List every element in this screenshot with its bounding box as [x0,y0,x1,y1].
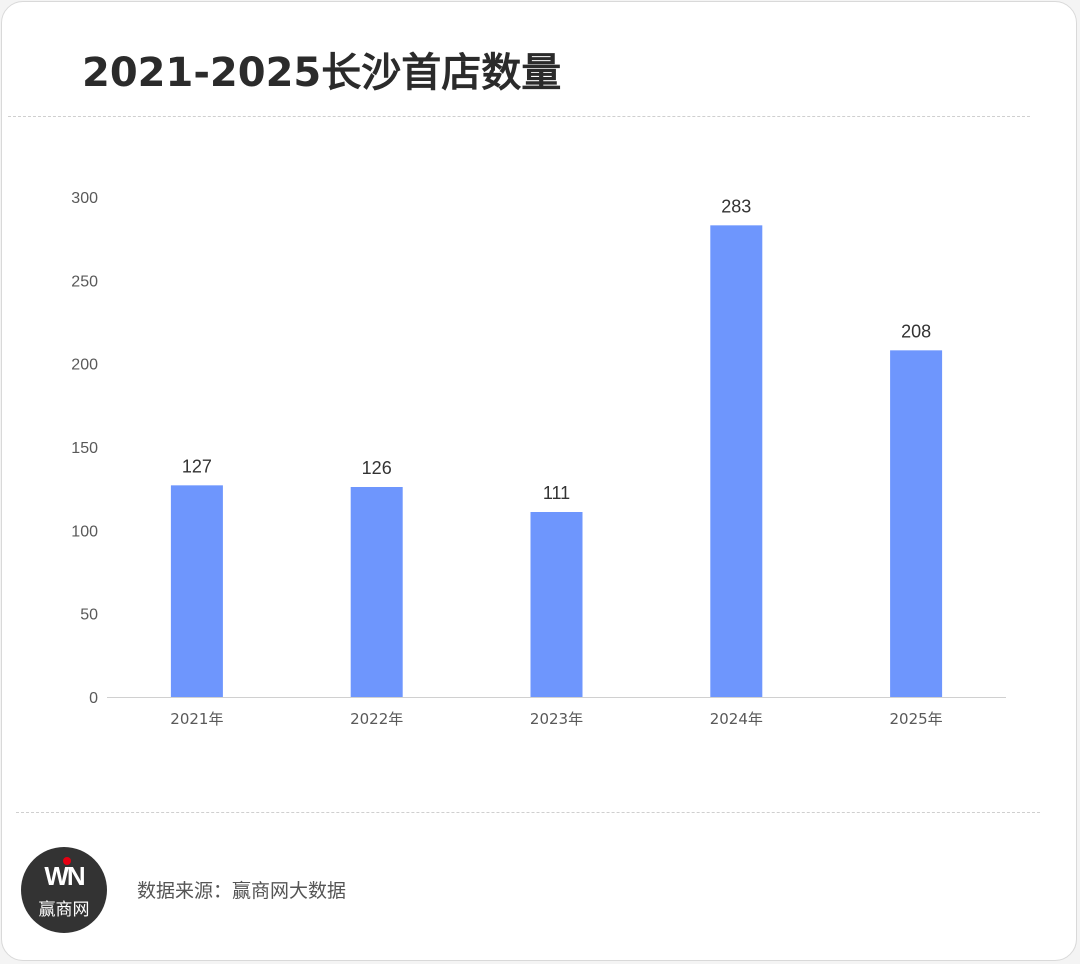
bar [530,512,583,697]
y-tick-label: 250 [71,273,98,290]
y-tick-label: 150 [71,440,98,457]
data-label: 111 [543,483,570,503]
bar [710,225,763,698]
chart-title: 2021-2025长沙首店数量 [82,50,562,96]
data-label: 127 [182,456,212,476]
x-tick-label: 2025年 [890,710,943,728]
data-label: 283 [721,196,751,216]
brand-logo: WN 赢商网 [21,847,107,933]
logo-mark: WN [44,861,85,891]
x-tick-label: 2024年 [710,710,763,728]
x-tick-label: 2021年 [170,710,223,728]
x-tick-label: 2022年 [350,710,403,728]
bar-chart: 0 50 100 150 200 250 300 127 2021年 126 2022年 111 202… [71,190,1006,728]
data-label: 208 [901,321,931,341]
y-tick-label: 200 [71,357,98,374]
y-tick-label: 0 [89,690,98,707]
logo-name: 赢商网 [38,900,90,920]
y-tick-label: 50 [80,607,98,624]
logo-dot-icon [63,857,71,865]
data-source: 数据来源：赢商网大数据 [137,880,347,902]
bar [170,485,223,697]
data-label: 126 [362,458,392,478]
y-tick-label: 100 [71,523,98,540]
x-tick-label: 2023年 [530,710,583,728]
bottom-divider [16,812,1040,813]
bar [350,487,403,697]
bar [890,350,943,697]
top-divider [8,116,1030,117]
y-tick-label: 300 [71,190,98,207]
